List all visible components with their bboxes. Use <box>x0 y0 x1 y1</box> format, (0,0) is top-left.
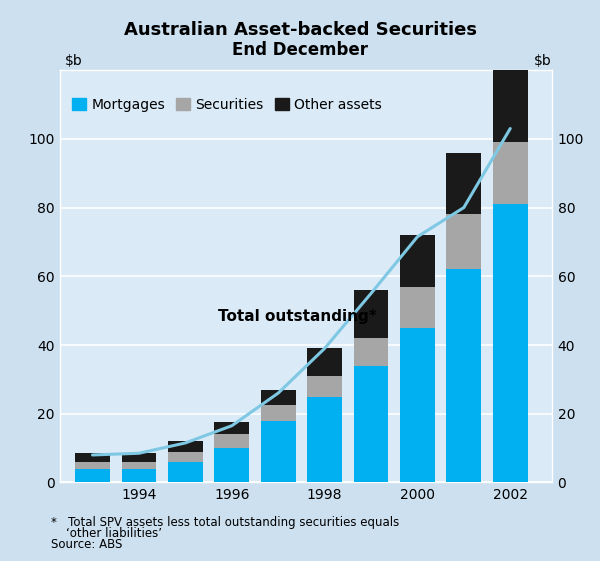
Bar <box>400 235 435 287</box>
Text: Source: ABS: Source: ABS <box>51 537 122 550</box>
Bar <box>493 142 527 204</box>
Bar <box>75 453 110 462</box>
Bar <box>261 390 296 405</box>
Bar <box>446 153 481 214</box>
Bar <box>261 421 296 482</box>
Bar <box>214 434 249 448</box>
Bar <box>446 214 481 269</box>
Bar <box>307 376 342 397</box>
Bar <box>307 348 342 376</box>
Bar <box>168 452 203 462</box>
Bar <box>353 338 388 366</box>
Bar <box>122 469 157 482</box>
Text: $b: $b <box>65 54 83 68</box>
Bar <box>307 397 342 482</box>
Bar <box>493 67 527 142</box>
Bar <box>168 441 203 452</box>
Bar <box>214 448 249 482</box>
Legend: Mortgages, Securities, Other assets: Mortgages, Securities, Other assets <box>72 98 382 112</box>
Bar <box>353 366 388 482</box>
Text: End December: End December <box>232 41 368 59</box>
Bar <box>122 462 157 469</box>
Bar <box>122 453 157 462</box>
Bar <box>493 204 527 482</box>
Text: ‘other liabilities’: ‘other liabilities’ <box>51 527 162 540</box>
Text: Total outstanding*: Total outstanding* <box>218 309 377 324</box>
Bar <box>75 469 110 482</box>
Bar <box>400 328 435 482</box>
Bar <box>168 462 203 482</box>
Bar <box>353 290 388 338</box>
Bar <box>214 422 249 434</box>
Bar <box>261 405 296 421</box>
Bar <box>446 269 481 482</box>
Bar <box>400 287 435 328</box>
Text: $b: $b <box>534 54 552 68</box>
Text: Australian Asset-backed Securities: Australian Asset-backed Securities <box>124 21 476 39</box>
Text: *   Total SPV assets less total outstanding securities equals: * Total SPV assets less total outstandin… <box>51 516 399 529</box>
Bar <box>75 462 110 469</box>
